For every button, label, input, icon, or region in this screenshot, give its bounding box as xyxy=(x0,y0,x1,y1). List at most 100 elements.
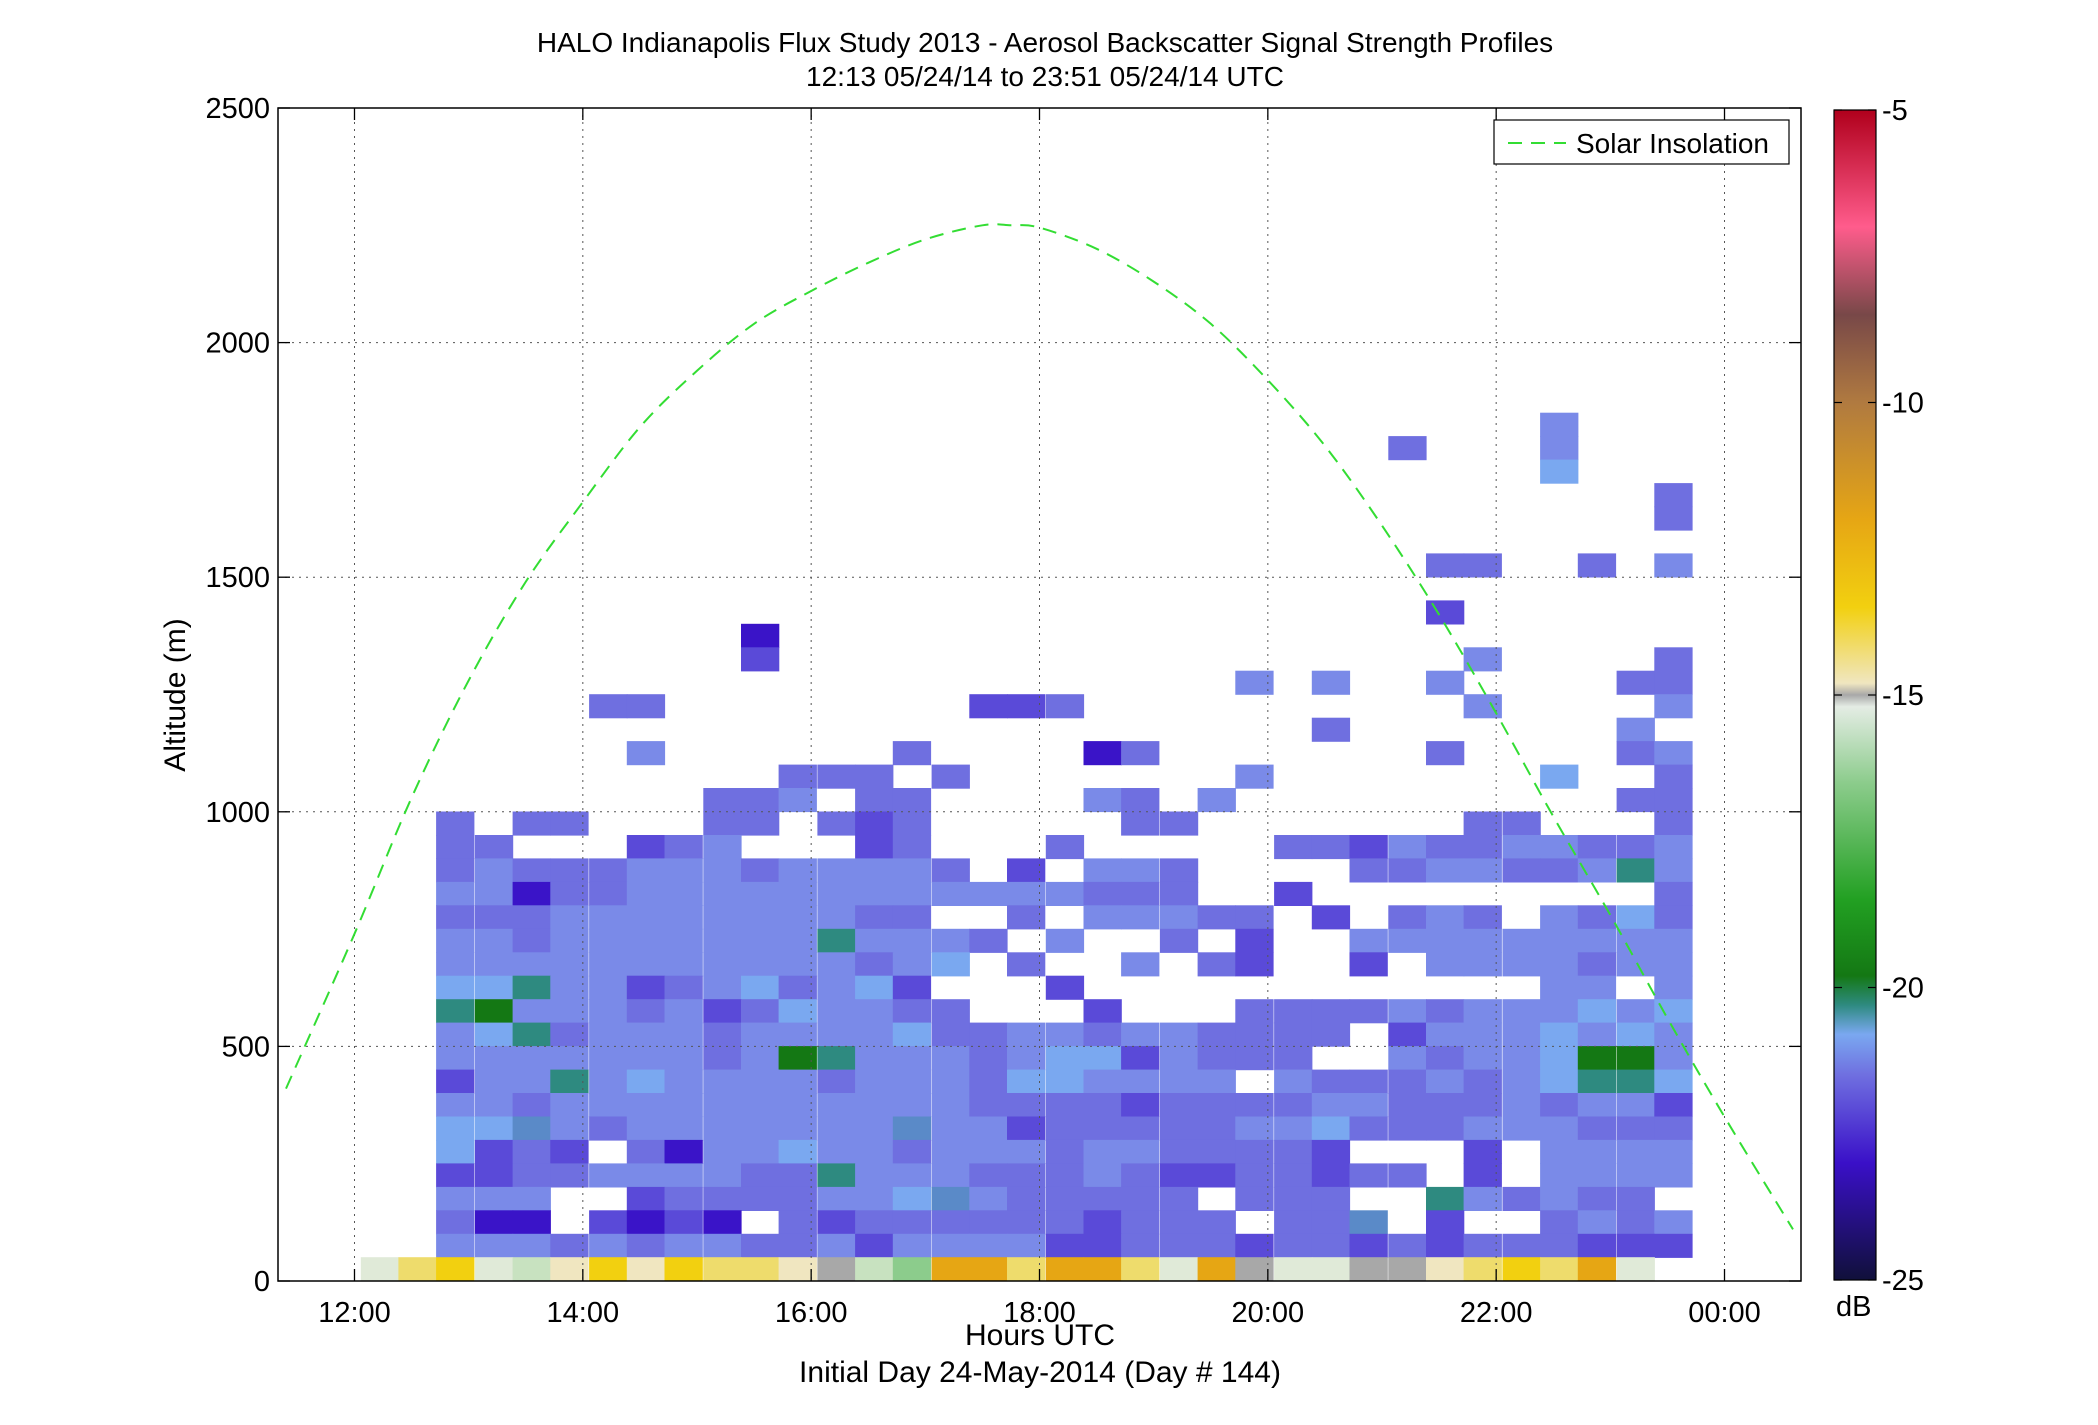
heatmap-cell xyxy=(550,975,589,1000)
heatmap-cell xyxy=(1274,1163,1313,1188)
heatmap-cell xyxy=(892,1139,932,1164)
x-tick-label: 16:00 xyxy=(775,1297,848,1329)
heatmap-cell xyxy=(741,999,780,1024)
heatmap-cell xyxy=(1502,1069,1541,1094)
heatmap-cell xyxy=(474,1093,514,1118)
heatmap-cell xyxy=(1463,553,1502,578)
heatmap-cell xyxy=(817,1257,856,1282)
heatmap-cell xyxy=(1235,1046,1274,1071)
heatmap-cell xyxy=(1577,1257,1617,1282)
heatmap-cell xyxy=(1463,905,1502,930)
heatmap-cell xyxy=(855,905,894,930)
heatmap-cell xyxy=(703,835,742,860)
heatmap-cell xyxy=(1426,835,1465,860)
footer-initial-day: Initial Day 24-May-2014 (Day # 144) xyxy=(799,1356,1281,1389)
y-tick-label: 0 xyxy=(254,1266,270,1298)
y-tick-label: 1500 xyxy=(205,562,270,594)
heatmap-cell xyxy=(474,1163,514,1188)
heatmap-cell xyxy=(1274,1046,1313,1071)
heatmap-cell xyxy=(1577,1210,1617,1235)
heatmap-cell xyxy=(1274,1022,1313,1047)
heatmap-cell xyxy=(741,881,780,906)
heatmap-cell xyxy=(1274,1069,1313,1094)
heatmap-cell xyxy=(1045,1022,1085,1047)
heatmap-cell xyxy=(1654,835,1693,860)
heatmap-cell xyxy=(817,1022,856,1047)
heatmap-cell xyxy=(741,1022,780,1047)
heatmap-cell xyxy=(1235,1116,1274,1141)
heatmap-cell xyxy=(1311,905,1351,930)
heatmap-cell xyxy=(892,999,932,1024)
heatmap-cell xyxy=(1311,1257,1351,1282)
heatmap-cell xyxy=(1121,1046,1160,1071)
heatmap-cell xyxy=(1577,1046,1617,1071)
chart-subtitle: 12:13 05/24/14 to 23:51 05/24/14 UTC xyxy=(806,61,1284,92)
heatmap-cell xyxy=(1540,1022,1579,1047)
heatmap-cell xyxy=(512,858,551,883)
heatmap-cell xyxy=(1577,999,1617,1024)
heatmap-cell xyxy=(1045,975,1085,1000)
heatmap-cell xyxy=(1616,788,1655,813)
heatmap-cell xyxy=(1159,858,1199,883)
heatmap-cell xyxy=(1121,1139,1160,1164)
heatmap-cell xyxy=(1159,1163,1199,1188)
heatmap-cell xyxy=(778,928,817,953)
heatmap-cell xyxy=(741,928,780,953)
heatmap-cell xyxy=(855,1116,894,1141)
heatmap-cell xyxy=(969,881,1008,906)
heatmap-cell xyxy=(741,1186,780,1211)
heatmap-cell xyxy=(969,1186,1008,1211)
heatmap-cell xyxy=(1502,1233,1541,1258)
heatmap-cell xyxy=(1654,975,1693,1000)
heatmap-cell xyxy=(1577,1233,1617,1258)
heatmap-cell xyxy=(892,952,932,977)
heatmap-cell xyxy=(778,881,817,906)
heatmap-cell xyxy=(969,928,1008,953)
heatmap-cell xyxy=(1235,1139,1274,1164)
heatmap-cell xyxy=(931,1069,970,1094)
heatmap-cell xyxy=(1577,928,1617,953)
heatmap-cell xyxy=(892,1022,932,1047)
heatmap-cell xyxy=(1502,952,1541,977)
heatmap-cell xyxy=(855,858,894,883)
heatmap-cell xyxy=(1654,670,1693,695)
heatmap-cell xyxy=(1197,1233,1236,1258)
heatmap-cell xyxy=(817,999,856,1024)
heatmap-cell xyxy=(1235,1022,1274,1047)
heatmap-cell xyxy=(626,952,666,977)
heatmap-cell xyxy=(1577,905,1617,930)
heatmap-cell xyxy=(817,952,856,977)
heatmap-cell xyxy=(741,858,780,883)
heatmap-cell xyxy=(1274,881,1313,906)
heatmap-cell xyxy=(589,1163,628,1188)
heatmap-cell xyxy=(1007,1093,1046,1118)
heatmap-cell xyxy=(703,1139,742,1164)
heatmap-cell xyxy=(1540,975,1579,1000)
heatmap-cell xyxy=(1616,717,1655,742)
heatmap-cell xyxy=(703,928,742,953)
heatmap-cell xyxy=(1007,858,1046,883)
heatmap-cell xyxy=(550,811,589,836)
heatmap-cell xyxy=(1654,1233,1693,1258)
heatmap-cell xyxy=(1654,858,1693,883)
solar-insolation-curve xyxy=(285,223,1794,1230)
heatmap-cell xyxy=(778,905,817,930)
heatmap-cell xyxy=(817,1046,856,1071)
heatmap-cell xyxy=(1121,1257,1160,1282)
heatmap-cell xyxy=(1274,1233,1313,1258)
heatmap-cell xyxy=(589,1116,628,1141)
heatmap-cell xyxy=(1616,1257,1655,1282)
heatmap-cell xyxy=(1463,811,1502,836)
y-axis-ticks: 0 500 1000 1500 2000 2500 xyxy=(205,93,1801,1298)
heatmap-cell xyxy=(1235,999,1274,1024)
heatmap-cell xyxy=(969,1069,1008,1094)
heatmap-cell xyxy=(626,881,666,906)
heatmap-cell xyxy=(855,1093,894,1118)
heatmap-cell xyxy=(703,1163,742,1188)
heatmap-cell xyxy=(1197,1116,1236,1141)
heatmap-cell xyxy=(1349,952,1388,977)
colorbar-tick-label: -10 xyxy=(1882,388,1924,420)
heatmap-cell xyxy=(626,905,666,930)
heatmap-cell xyxy=(1502,1257,1541,1282)
y-tick-label: 500 xyxy=(222,1031,270,1063)
